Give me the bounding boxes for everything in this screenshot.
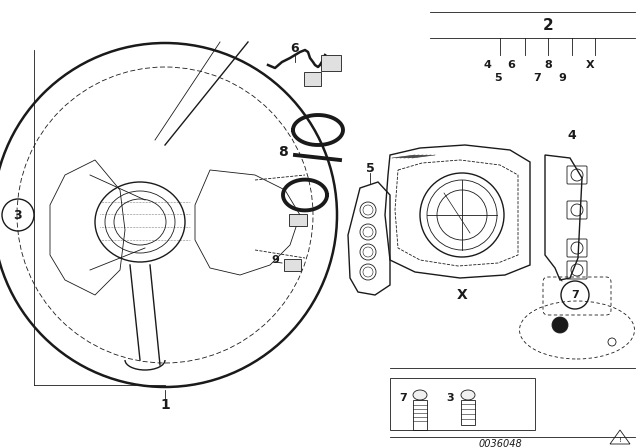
Text: X: X <box>456 288 467 302</box>
Text: 4: 4 <box>483 60 491 70</box>
Text: 7: 7 <box>399 393 407 403</box>
Text: 3: 3 <box>13 208 22 221</box>
FancyBboxPatch shape <box>284 259 301 271</box>
Text: 8: 8 <box>544 60 552 70</box>
Text: !: ! <box>619 437 621 443</box>
FancyBboxPatch shape <box>321 55 341 71</box>
Text: 9: 9 <box>558 73 566 83</box>
Text: X: X <box>586 60 595 70</box>
Text: 5: 5 <box>494 73 502 83</box>
Text: 6: 6 <box>291 42 300 55</box>
Text: 6: 6 <box>507 60 515 70</box>
Text: 1: 1 <box>160 398 170 412</box>
Text: 7: 7 <box>571 290 579 300</box>
Circle shape <box>552 317 568 333</box>
Bar <box>461 400 475 425</box>
Text: 5: 5 <box>365 161 374 175</box>
Ellipse shape <box>413 390 427 400</box>
FancyBboxPatch shape <box>289 214 307 226</box>
Text: 7: 7 <box>533 73 541 83</box>
Text: 9: 9 <box>271 255 279 265</box>
Text: 3: 3 <box>446 393 454 403</box>
Text: 8: 8 <box>278 145 288 159</box>
FancyBboxPatch shape <box>304 72 321 86</box>
Bar <box>390 378 535 430</box>
Text: 0036048: 0036048 <box>478 439 522 448</box>
Text: 4: 4 <box>568 129 577 142</box>
Ellipse shape <box>461 390 475 400</box>
Text: 2: 2 <box>543 17 554 33</box>
Bar <box>413 400 427 430</box>
